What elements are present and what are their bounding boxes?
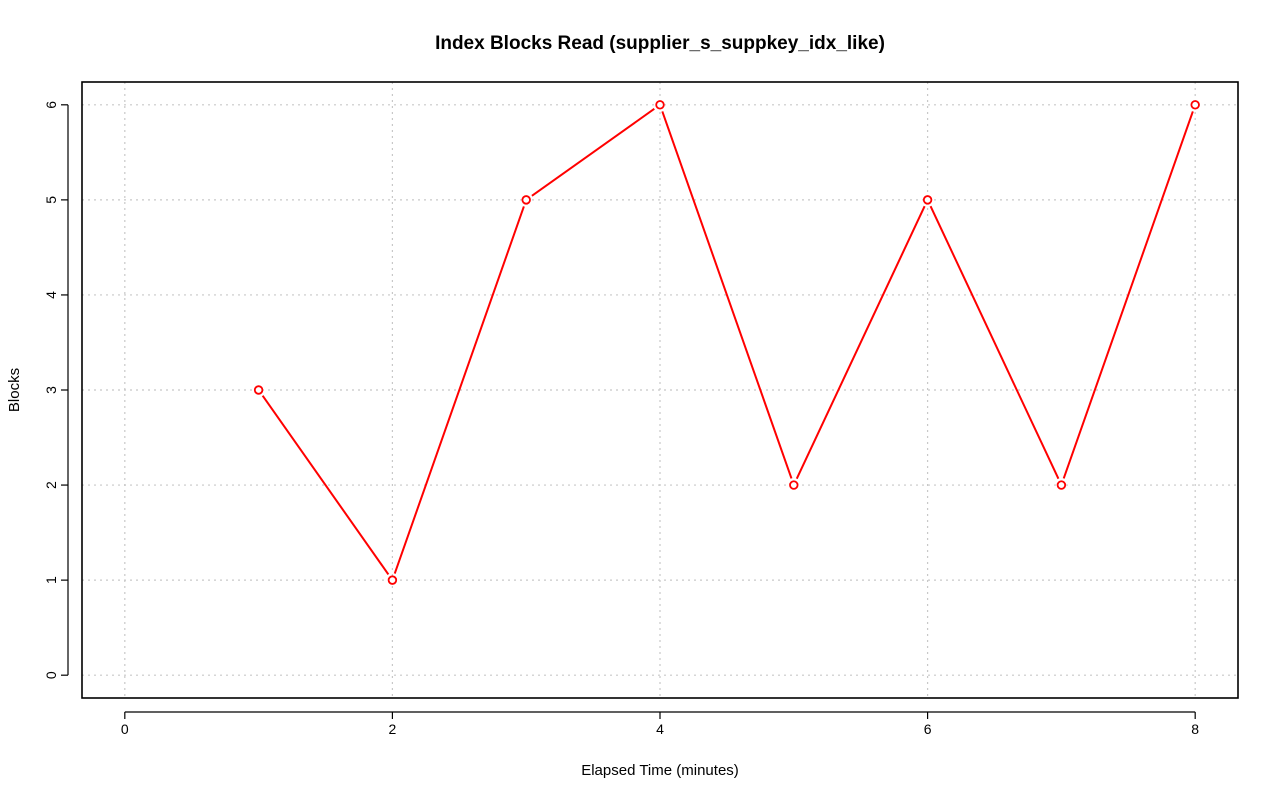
x-axis-label: Elapsed Time (minutes) bbox=[581, 762, 739, 779]
series-line-segment bbox=[261, 395, 390, 575]
y-tick-label: 3 bbox=[43, 386, 59, 394]
y-tick-label: 1 bbox=[43, 576, 59, 584]
y-axis-label: Blocks bbox=[6, 368, 23, 412]
data-point bbox=[521, 195, 531, 205]
series-line-segment bbox=[929, 205, 1060, 480]
x-tick-label: 6 bbox=[924, 721, 932, 737]
series-layer bbox=[261, 108, 1194, 575]
series-line-segment bbox=[1062, 111, 1194, 479]
y-tick-label: 2 bbox=[43, 481, 59, 489]
y-tick-label: 5 bbox=[43, 196, 59, 204]
x-tick-label: 2 bbox=[389, 721, 397, 737]
y-axis: 0 1 2 3 4 5 6 bbox=[43, 101, 69, 679]
chart-title: Index Blocks Read (supplier_s_suppkey_id… bbox=[435, 33, 885, 54]
data-point bbox=[1190, 100, 1200, 110]
x-axis: 0 2 4 6 8 bbox=[121, 711, 1199, 737]
y-tick-label: 4 bbox=[43, 291, 59, 299]
x-tick-label: 0 bbox=[121, 721, 129, 737]
x-tick-label: 4 bbox=[656, 721, 664, 737]
plot-frame bbox=[81, 81, 1239, 699]
series-line-segment bbox=[661, 111, 793, 479]
grid-layer bbox=[82, 82, 1238, 698]
data-point bbox=[1056, 480, 1067, 490]
data-point bbox=[253, 385, 264, 395]
series-line-segment bbox=[531, 108, 655, 197]
data-point bbox=[655, 100, 665, 110]
data-point bbox=[387, 575, 398, 585]
data-point bbox=[922, 195, 933, 205]
series-line-segment bbox=[393, 206, 525, 574]
points-layer bbox=[253, 100, 1200, 585]
series-line-segment bbox=[795, 205, 926, 480]
y-tick-label: 6 bbox=[43, 101, 59, 109]
y-tick-label: 0 bbox=[43, 671, 59, 679]
data-point bbox=[789, 480, 799, 490]
x-tick-label: 8 bbox=[1191, 721, 1199, 737]
